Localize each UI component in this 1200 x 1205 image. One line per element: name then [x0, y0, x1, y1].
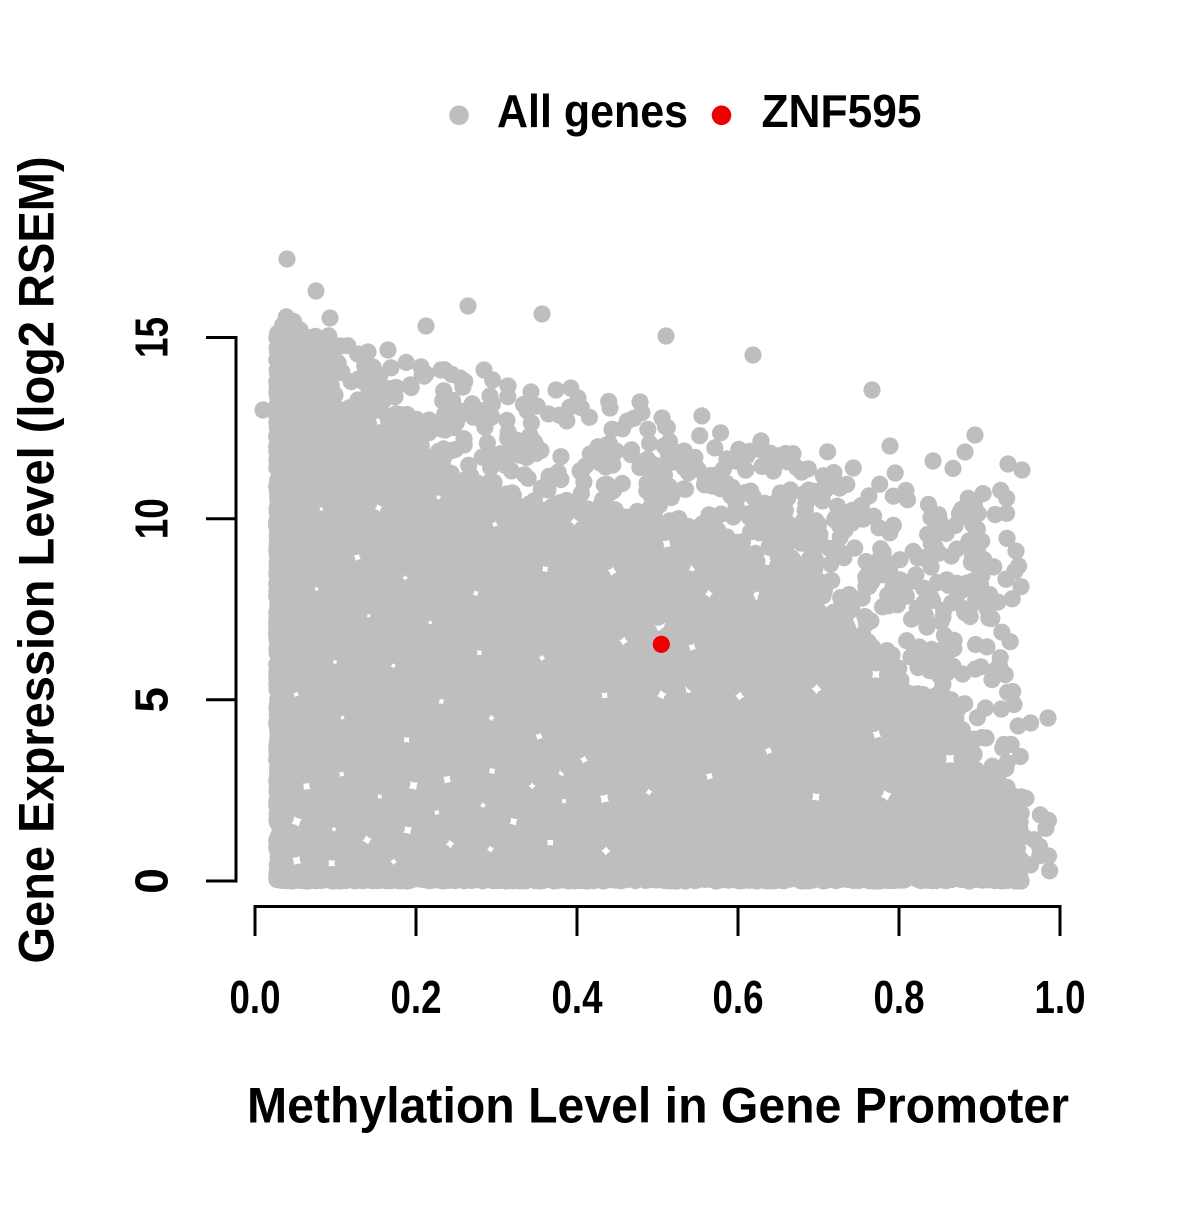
svg-text:0.8: 0.8: [874, 971, 925, 1023]
svg-text:1.0: 1.0: [1035, 971, 1086, 1023]
svg-text:All genes: All genes: [497, 85, 688, 137]
svg-text:0.4: 0.4: [552, 971, 603, 1023]
svg-text:Gene Expression Level (log2 RS: Gene Expression Level (log2 RSEM): [9, 157, 65, 964]
svg-text:0.6: 0.6: [713, 971, 764, 1023]
svg-text:ZNF595: ZNF595: [762, 85, 922, 137]
svg-text:5: 5: [126, 687, 178, 713]
svg-text:0.0: 0.0: [230, 971, 281, 1023]
svg-text:0.2: 0.2: [391, 971, 442, 1023]
svg-text:0: 0: [126, 868, 178, 894]
svg-text:15: 15: [126, 317, 178, 358]
svg-text:Methylation Level in Gene Prom: Methylation Level in Gene Promoter: [247, 1078, 1069, 1134]
svg-text:10: 10: [126, 498, 178, 539]
